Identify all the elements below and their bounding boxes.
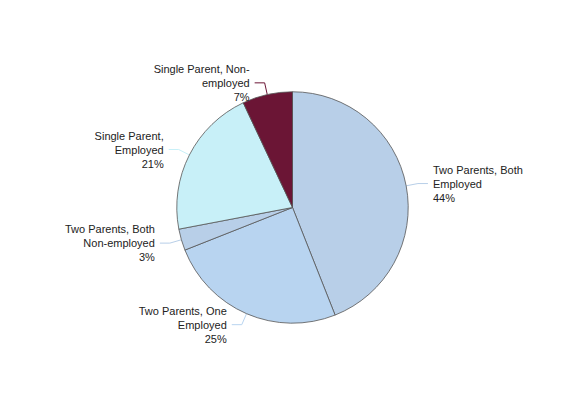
svg-text:Single Parent, Non-: Single Parent, Non- — [154, 63, 250, 75]
svg-text:21%: 21% — [142, 158, 164, 170]
svg-text:25%: 25% — [205, 333, 227, 345]
svg-text:Non-employed: Non-employed — [83, 237, 155, 249]
svg-text:Single Parent,: Single Parent, — [95, 130, 164, 142]
svg-text:7%: 7% — [234, 91, 250, 103]
svg-text:3%: 3% — [139, 251, 155, 263]
svg-text:Employed: Employed — [433, 178, 482, 190]
svg-text:Employed: Employed — [178, 319, 227, 331]
svg-text:employed: employed — [202, 77, 250, 89]
svg-text:Employed: Employed — [115, 144, 164, 156]
svg-text:Two Parents, One: Two Parents, One — [139, 305, 227, 317]
svg-text:Two Parents, Both: Two Parents, Both — [65, 223, 155, 235]
svg-text:Two Parents, Both: Two Parents, Both — [433, 164, 523, 176]
svg-text:44%: 44% — [433, 192, 455, 204]
